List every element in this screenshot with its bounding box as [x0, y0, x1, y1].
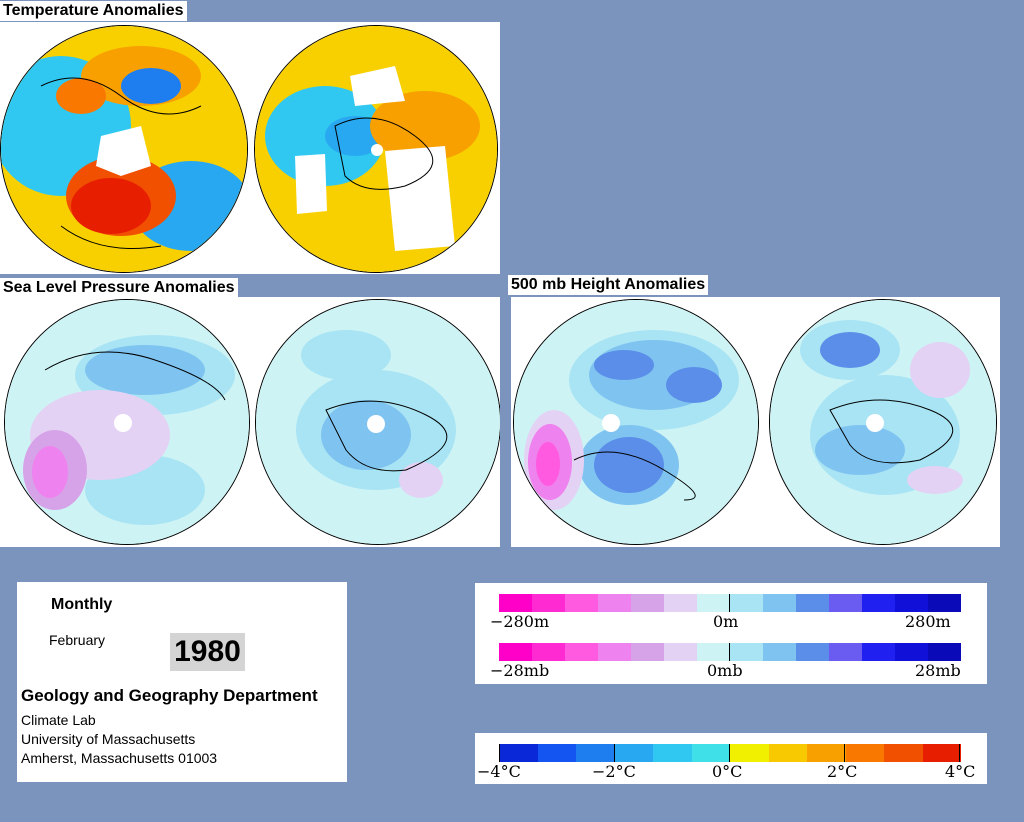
temperature-color-swatch	[884, 744, 923, 762]
pressure-color-swatch	[532, 643, 565, 661]
slp-globe-north	[4, 299, 250, 545]
pressure-color-swatch	[829, 643, 862, 661]
height-color-swatch	[862, 594, 895, 612]
height-pressure-legend: −280m 0m 280m −28mb 0mb 28mb	[475, 583, 987, 684]
pressure-zero-tick	[729, 643, 730, 661]
month-label: February	[49, 632, 106, 648]
height-max-label: 280m	[905, 612, 951, 631]
height-zero-label: 0m	[713, 612, 739, 631]
temperature-color-swatch	[614, 744, 653, 762]
slp-title: Sea Level Pressure Anomalies	[0, 278, 238, 298]
height-color-swatch	[631, 594, 664, 612]
temp-label-2: 2°C	[827, 762, 858, 781]
height-color-swatch	[598, 594, 631, 612]
temp-tick-4	[959, 744, 960, 762]
temperature-color-swatch	[499, 744, 538, 762]
info-box: Monthly February 1980 Geology and Geogra…	[17, 582, 347, 782]
pressure-color-swatch	[664, 643, 697, 661]
height-color-swatch	[763, 594, 796, 612]
university-label: University of Massachusetts	[21, 731, 196, 747]
pressure-color-swatch	[697, 643, 730, 661]
height-min-label: −280m	[490, 612, 550, 631]
pressure-max-label: 28mb	[915, 661, 961, 680]
temp-label-minus2: −2°C	[592, 762, 636, 781]
height-color-swatch	[829, 594, 862, 612]
height-globe-south	[769, 299, 997, 545]
temp-tick-2	[729, 744, 730, 762]
temperature-color-swatch	[653, 744, 692, 762]
height-color-swatch	[796, 594, 829, 612]
temperature-color-swatch	[922, 744, 961, 762]
pressure-color-swatch	[763, 643, 796, 661]
temperature-color-swatch	[576, 744, 615, 762]
temperature-color-swatch	[537, 744, 576, 762]
pressure-color-swatch	[499, 643, 532, 661]
height-colorbar	[499, 594, 961, 612]
pressure-color-swatch	[730, 643, 763, 661]
height-title: 500 mb Height Anomalies	[508, 275, 709, 295]
height-color-swatch	[565, 594, 598, 612]
temp-label-0: 0°C	[712, 762, 743, 781]
height-color-swatch	[532, 594, 565, 612]
height-color-swatch	[730, 594, 763, 612]
height-color-swatch	[664, 594, 697, 612]
period-label: Monthly	[51, 596, 113, 613]
pressure-colorbar	[499, 643, 961, 661]
temp-tick-3	[844, 744, 845, 762]
temp-label-4: 4°C	[945, 762, 976, 781]
slp-panel	[0, 297, 500, 547]
pressure-color-swatch	[928, 643, 961, 661]
height-globe-north	[513, 299, 759, 545]
temperature-title: Temperature Anomalies	[0, 1, 187, 21]
pressure-color-swatch	[796, 643, 829, 661]
temp-tick-1	[614, 744, 615, 762]
year-label: 1980	[170, 633, 245, 671]
pressure-color-swatch	[631, 643, 664, 661]
temp-tick-0	[499, 744, 500, 762]
pressure-min-label: −28mb	[490, 661, 550, 680]
height-panel	[511, 297, 1000, 547]
pressure-color-swatch	[862, 643, 895, 661]
temperature-color-swatch	[807, 744, 846, 762]
temperature-color-swatch	[845, 744, 884, 762]
slp-globe-south	[255, 299, 500, 545]
height-color-swatch	[499, 594, 532, 612]
address-label: Amherst, Massachusetts 01003	[21, 750, 218, 766]
temperature-color-swatch	[730, 744, 769, 762]
height-color-swatch	[895, 594, 928, 612]
temperature-color-swatch	[768, 744, 807, 762]
pressure-zero-label: 0mb	[707, 661, 743, 680]
pressure-color-swatch	[565, 643, 598, 661]
pressure-color-swatch	[895, 643, 928, 661]
temperature-panel	[0, 22, 500, 274]
department-label: Geology and Geography Department	[21, 686, 318, 705]
height-zero-tick	[729, 594, 730, 612]
temperature-color-swatch	[691, 744, 730, 762]
lab-label: Climate Lab	[21, 712, 96, 728]
temp-label-minus4: −4°C	[477, 762, 521, 781]
height-color-swatch	[928, 594, 961, 612]
temperature-globe-south	[254, 25, 498, 273]
height-color-swatch	[697, 594, 730, 612]
temperature-globe-north	[0, 25, 248, 273]
pressure-color-swatch	[598, 643, 631, 661]
temperature-legend: −4°C −2°C 0°C 2°C 4°C	[475, 733, 987, 784]
temperature-colorbar	[499, 744, 961, 762]
